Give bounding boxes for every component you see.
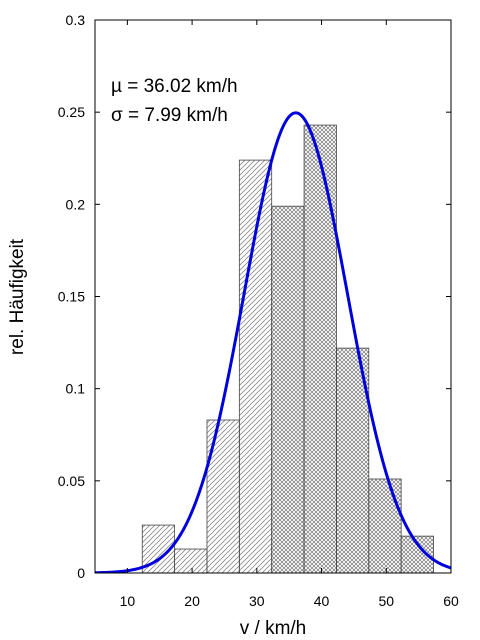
y-tick-label-5: 0.25 — [58, 104, 85, 120]
y-tick-label-2: 0.1 — [66, 381, 86, 397]
histogram-bar-1 — [174, 548, 208, 574]
histogram-bar-7 — [368, 478, 402, 574]
annotation-std: σ = 7.99 km/h — [111, 105, 228, 126]
x-tick-label-3: 40 — [314, 593, 330, 609]
normal-fit-curve — [95, 111, 451, 573]
x-tick-label-2: 30 — [249, 593, 265, 609]
x-tick-label-1: 20 — [184, 593, 200, 609]
histogram-bar-4 — [271, 205, 305, 574]
histogram-bar-2 — [206, 419, 240, 574]
x-tick-label-0: 10 — [120, 593, 136, 609]
y-tick-label-6: 0.3 — [66, 12, 86, 28]
y-tick-label-4: 0.2 — [66, 196, 86, 212]
histogram-bar-3 — [238, 159, 273, 574]
x-axis-title: v / km/h — [240, 618, 307, 639]
histogram-bar-5 — [303, 124, 337, 574]
y-axis-title: rel. Häufigkeit — [7, 238, 28, 355]
histogram-bars — [141, 124, 434, 574]
x-axis-ticks: 10 20 30 40 50 60 — [120, 20, 459, 609]
annotation-mean: µ = 36.02 km/h — [111, 76, 238, 97]
y-axis-ticks: 0 0.05 0.1 0.15 0.2 0.25 0.3 — [58, 12, 451, 581]
y-tick-label-3: 0.15 — [58, 289, 85, 305]
histogram-bar-6 — [336, 347, 370, 574]
x-tick-label-5: 60 — [443, 593, 459, 609]
y-tick-label-1: 0.05 — [58, 473, 85, 489]
y-tick-label-0: 0 — [77, 565, 85, 581]
x-tick-label-4: 50 — [378, 593, 394, 609]
